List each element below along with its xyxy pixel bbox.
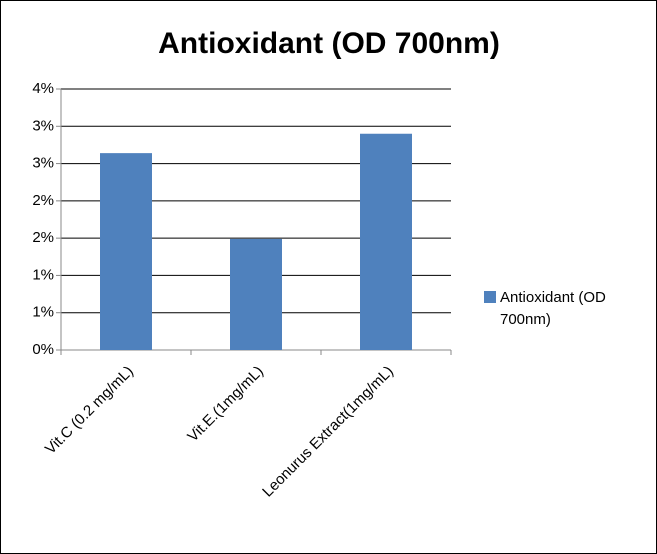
y-tick-label: 4% <box>32 80 54 97</box>
y-tick-label: 1% <box>32 266 54 283</box>
bar <box>360 133 412 350</box>
x-tick-label: Vit.E.(1mg/mL) <box>184 363 267 446</box>
legend-swatch <box>484 291 496 303</box>
y-tick-label: 3% <box>32 117 54 134</box>
y-tick-label: 2% <box>32 192 54 209</box>
y-tick-label: 1% <box>32 304 54 321</box>
x-tick-label: Vit.C (0.2 mg/mL) <box>42 363 137 458</box>
chart-title: Antioxidant (OD 700nm) <box>158 27 500 60</box>
x-tick-label: Leonurus Extract(1mg/mL) <box>259 363 397 501</box>
y-tick-label: 0% <box>32 341 54 358</box>
y-tick-label: 3% <box>32 155 54 172</box>
bar <box>100 153 152 350</box>
bar <box>230 238 282 350</box>
y-tick-label: 2% <box>32 229 54 246</box>
legend-label: Antioxidant (OD 700nm) <box>500 289 606 328</box>
